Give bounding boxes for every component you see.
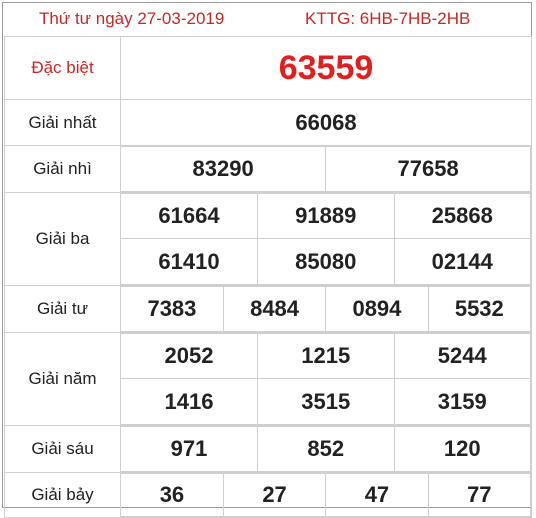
sixth-prize-grid: 971 852 120: [121, 426, 531, 472]
results-table: Đặc biệt 63559 Giải nhất 66068 Giải nhì …: [4, 36, 532, 518]
seventh-prize-number: 36: [121, 473, 224, 517]
fifth-prize-grid: 2052 1215 5244 1416 3515 3159: [121, 333, 531, 425]
prize-label-fourth: Giải tư: [4, 285, 121, 333]
sixth-prize-number: 852: [257, 426, 395, 472]
prize-label-second: Giải nhì: [4, 145, 121, 193]
fourth-prize-grid: 7383 8484 0894 5532: [121, 286, 531, 332]
prize-row-sixth: Giải sáu 971 852 120: [4, 425, 532, 473]
seventh-prize-grid: 36 27 47 77: [121, 473, 531, 517]
fifth-prize-number: 2052: [121, 333, 258, 379]
fourth-prize-number: 0894: [325, 286, 429, 332]
fifth-prize-number: 3159: [393, 378, 531, 425]
draw-code: KTTG: 6HB-7HB-2HB: [305, 9, 471, 28]
results-header: Thứ tư ngày 27-03-2019 KTTG: 6HB-7HB-2HB: [3, 3, 531, 36]
draw-date: Thứ tư ngày 27-03-2019: [39, 9, 225, 28]
fifth-prize-number: 1215: [257, 333, 395, 379]
third-prize-number: 61410: [121, 238, 258, 285]
prize-row-third: Giải ba 61664 91889 25868 61410 85080 02…: [4, 192, 532, 286]
third-prize-number: 02144: [393, 238, 531, 285]
fourth-prize-number: 8484: [222, 286, 327, 332]
prize-row-special: Đặc biệt 63559: [4, 36, 532, 100]
third-prize-number: 25868: [393, 193, 531, 239]
prize-label-third: Giải ba: [4, 192, 121, 286]
prize-label-seventh: Giải bảy: [4, 472, 121, 518]
fifth-prize-number: 1416: [121, 378, 258, 425]
first-prize-number: 66068: [120, 99, 532, 146]
seventh-prize-number: 77: [427, 473, 531, 517]
fifth-prize-number: 5244: [393, 333, 531, 379]
fourth-prize-number: 5532: [427, 286, 531, 332]
third-prize-grid: 61664 91889 25868 61410 85080 02144: [121, 193, 531, 285]
prize-row-seventh: Giải bảy 36 27 47 77: [4, 472, 532, 518]
second-prize-number: 83290: [121, 146, 327, 192]
prize-row-first: Giải nhất 66068: [4, 99, 532, 146]
second-prize-grid: 83290 77658: [121, 146, 531, 192]
prize-row-fourth: Giải tư 7383 8484 0894 5532: [4, 285, 532, 333]
third-prize-number: 61664: [121, 193, 258, 239]
third-prize-number: 91889: [257, 193, 395, 239]
sixth-prize-number: 120: [393, 426, 531, 472]
prize-row-second: Giải nhì 83290 77658: [4, 145, 532, 193]
prize-label-sixth: Giải sáu: [4, 425, 121, 473]
prize-label-first: Giải nhất: [4, 99, 121, 146]
sixth-prize-number: 971: [121, 426, 258, 472]
seventh-prize-number: 47: [325, 473, 429, 517]
prize-label-special: Đặc biệt: [4, 36, 121, 100]
special-prize-number: 63559: [120, 36, 532, 100]
fifth-prize-number: 3515: [257, 378, 395, 425]
seventh-prize-number: 27: [222, 473, 327, 517]
second-prize-number: 77658: [325, 146, 531, 192]
prize-row-fifth: Giải năm 2052 1215 5244 1416 3515 3159: [4, 332, 532, 426]
third-prize-number: 85080: [257, 238, 395, 285]
fourth-prize-number: 7383: [121, 286, 224, 332]
prize-label-fifth: Giải năm: [4, 332, 121, 426]
